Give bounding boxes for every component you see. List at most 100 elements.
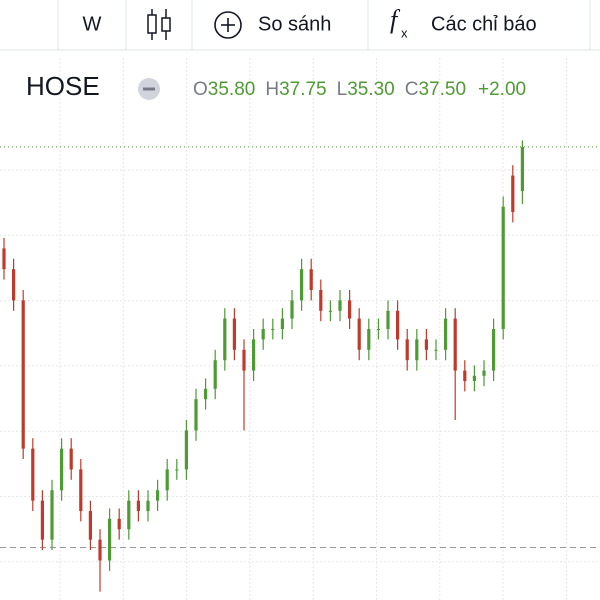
candle — [156, 479, 160, 512]
candle — [136, 490, 140, 522]
candle — [232, 308, 236, 361]
candle — [40, 490, 44, 551]
chart-type-button[interactable] — [147, 9, 171, 40]
candle — [69, 438, 73, 480]
compare-icon[interactable] — [214, 11, 242, 39]
candle — [300, 258, 304, 311]
candle — [21, 289, 25, 460]
candle — [223, 308, 227, 371]
candle-body — [405, 339, 409, 361]
ohlc-value: 37.75 — [279, 79, 327, 100]
ohlc-key: O — [193, 79, 208, 100]
candle-body — [357, 318, 361, 350]
candle — [396, 300, 400, 350]
candle-body — [396, 310, 400, 340]
ohlc-value: 35.80 — [208, 79, 256, 100]
candle-body — [165, 469, 169, 491]
candle-body — [376, 328, 380, 330]
candle — [184, 420, 188, 480]
candle-body — [98, 539, 102, 561]
candle — [271, 318, 275, 340]
candle — [415, 328, 419, 371]
indicators-icon[interactable]: f x — [390, 5, 408, 40]
candle-body — [511, 175, 515, 212]
svg-text:f: f — [390, 5, 401, 34]
candle — [146, 490, 150, 522]
candle-body — [127, 500, 131, 530]
candle — [204, 378, 208, 410]
candle — [213, 349, 217, 400]
candle-body — [21, 300, 25, 449]
toolbar-bg — [0, 0, 600, 50]
interval-button[interactable]: W — [83, 13, 102, 35]
candle-body — [492, 328, 496, 371]
candle — [309, 258, 313, 301]
candle-body — [271, 328, 275, 330]
candle-body — [463, 370, 467, 382]
candle-body — [280, 318, 284, 329]
candle — [242, 339, 246, 431]
ohlc-key: C — [405, 79, 419, 100]
ohlc-value: 37.50 — [418, 79, 466, 100]
candle-body — [328, 310, 332, 312]
candle — [482, 360, 486, 387]
candle-body — [472, 375, 476, 382]
candle-body — [88, 511, 92, 540]
candle — [88, 500, 92, 551]
candle-body — [434, 349, 438, 351]
ohlc-key: H — [265, 79, 279, 100]
candle-body — [146, 500, 150, 512]
candle — [367, 318, 371, 361]
candle-body — [213, 360, 217, 389]
candle-body — [453, 318, 457, 371]
candle — [376, 318, 380, 340]
candle — [357, 308, 361, 361]
exchange: HOSE — [26, 71, 100, 101]
candle — [127, 490, 131, 540]
candle — [319, 279, 323, 322]
candle — [472, 365, 476, 392]
candle — [520, 140, 524, 205]
candle-body — [69, 448, 73, 470]
candle-body — [520, 146, 524, 192]
candle-body — [156, 490, 160, 501]
candle-body — [136, 500, 140, 512]
candle — [261, 318, 265, 350]
candle — [501, 196, 505, 340]
candle — [252, 328, 256, 382]
candle — [453, 308, 457, 421]
candle-body — [175, 469, 179, 471]
candle-body — [223, 318, 227, 361]
candle-body — [60, 448, 64, 491]
compare-button[interactable]: So sánh — [258, 13, 331, 35]
candle-body — [319, 289, 323, 311]
candle-body — [348, 300, 352, 319]
candle-body — [261, 328, 265, 340]
candle-body — [501, 206, 505, 329]
svg-text:x: x — [401, 25, 408, 40]
candle-body — [300, 269, 304, 301]
candle-body — [338, 300, 342, 311]
candle — [328, 300, 332, 322]
candle — [511, 165, 515, 223]
candle-body — [232, 318, 236, 350]
candle-body — [415, 339, 419, 361]
toolbar: W So sánh f x Các chỉ báo — [0, 0, 600, 51]
candle — [280, 308, 284, 340]
candle-body — [252, 339, 256, 371]
candle — [79, 459, 83, 522]
candle-body — [386, 310, 390, 329]
indicators-button[interactable]: Các chỉ báo — [431, 13, 537, 35]
change-value: +2.00 — [478, 79, 526, 100]
candle — [117, 508, 121, 540]
candle — [492, 318, 496, 382]
candle-body — [290, 300, 294, 319]
candle-body — [31, 448, 35, 501]
candle — [444, 308, 448, 361]
candle — [12, 258, 16, 311]
legend: HOSE O 35.80 H 37.75 L 35.30 C 37.50 +2.00 — [26, 71, 526, 101]
candle-body — [117, 518, 121, 530]
candle-body — [367, 328, 371, 350]
candle — [165, 459, 169, 501]
